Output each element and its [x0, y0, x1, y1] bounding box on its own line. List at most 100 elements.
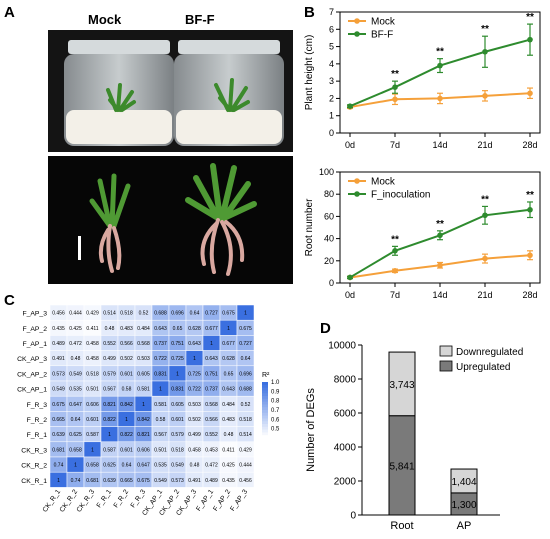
legend-label: BF-F [371, 30, 393, 41]
y-tick-label: 80 [324, 189, 334, 199]
heatmap-value: 0.842 [137, 417, 150, 423]
bar-value-label: 1,300 [451, 500, 476, 511]
heatmap-value: 0.822 [120, 432, 133, 438]
y-axis-label: Root number [304, 198, 315, 256]
heatmap-col-label: F_R_1 [96, 488, 114, 509]
heatmap-row-label: CK_R_1 [21, 478, 47, 485]
heatmap-value: 0.52 [139, 311, 149, 317]
heatmap-value: 0.429 [239, 447, 252, 453]
heatmap-value: 0.579 [171, 432, 184, 438]
heatmap-value: 1 [159, 387, 162, 393]
heatmap-value: 0.643 [205, 356, 218, 362]
heatmap-row-label: F_AP_1 [22, 341, 47, 348]
heatmap-value: 0.484 [222, 402, 235, 408]
bar-value-label: 1,404 [451, 477, 476, 488]
heatmap-value: 0.587 [86, 432, 99, 438]
heatmap-value: 0.566 [205, 417, 218, 423]
colorbar-step [262, 396, 268, 400]
legend-marker [354, 191, 360, 197]
heatmap-row-label: CK_AP_2 [17, 371, 47, 378]
colorbar-step [262, 410, 268, 414]
y-tick-label: 20 [324, 256, 334, 266]
jar-photo [48, 30, 293, 152]
heatmap-value: 0.456 [52, 311, 65, 317]
heatmap-value: 0.831 [154, 371, 167, 377]
data-point [347, 103, 353, 110]
heatmap-value: 0.573 [52, 371, 65, 377]
heatmap-value: 0.601 [86, 417, 99, 423]
panel-label-d: D [320, 320, 331, 337]
heatmap-value: 0.821 [103, 402, 116, 408]
jar-photo-drawing [48, 30, 293, 152]
heatmap-value: 0.552 [205, 432, 218, 438]
heatmap-value: 0.518 [239, 417, 252, 423]
x-tick-label: 21d [477, 290, 492, 300]
data-point [392, 84, 398, 90]
colorbar-title: R² [262, 372, 270, 379]
heatmap-value: 0.549 [69, 371, 82, 377]
heatmap-value: 0.751 [205, 371, 218, 377]
degs-bar-chart: 0 2000 4000 6000 8000 10000 Number of DEGs 5,84… [305, 341, 523, 533]
data-point [482, 93, 488, 99]
heatmap-row-label: F_AP_2 [22, 326, 47, 333]
heatmap-value: 0.567 [154, 432, 167, 438]
heatmap-value: 1 [193, 356, 196, 362]
colorbar-step [262, 393, 268, 397]
y-tick-label: 1 [329, 111, 334, 121]
heatmap-value: 1 [108, 432, 111, 438]
data-point [527, 252, 533, 259]
data-point [527, 90, 533, 97]
heatmap-value: 0.737 [205, 387, 218, 393]
heatmap-value: 0.675 [52, 402, 65, 408]
heatmap-value: 0.681 [52, 447, 65, 453]
heatmap-value: 0.64 [241, 356, 251, 362]
heatmap-value: 0.639 [103, 478, 116, 484]
colorbar-step [262, 387, 268, 391]
colorbar-tick-label: 0.7 [271, 408, 280, 414]
heatmap-value: 0.639 [52, 432, 65, 438]
y-tick-label: 4 [329, 59, 334, 69]
heatmap-value: 0.458 [188, 447, 201, 453]
colorbar-step [262, 415, 268, 419]
heatmap-value: 1 [57, 478, 60, 484]
heatmap-row-label: F_R_3 [27, 402, 48, 409]
heatmap-value: 0.677 [205, 326, 218, 332]
colorbar-step [262, 432, 268, 436]
heatmap-value: 0.502 [120, 356, 133, 362]
heatmap-value: 0.444 [69, 311, 82, 317]
heatmap-value: 0.696 [171, 311, 184, 317]
colorbar-step [262, 401, 268, 405]
heatmap-value: 0.483 [120, 326, 133, 332]
x-tick-label: 0d [345, 290, 355, 300]
heatmap-row-label: F_AP_3 [22, 311, 47, 318]
photo-label-treated: BF-F [185, 12, 215, 27]
y-tick-label: 3 [329, 76, 334, 86]
seedling-photo-drawing [48, 156, 293, 284]
bar-segment [450, 468, 478, 494]
heatmap-value: 0.831 [171, 387, 184, 393]
plant-height-chart: 0 1 2 3 4 5 6 7 0d 7d 14d 21d 28d Plant height (cm) **… [304, 7, 541, 150]
photo-label-mock: Mock [88, 12, 122, 27]
heatmap-value: 0.65 [224, 371, 234, 377]
heatmap-value: 0.48 [224, 432, 234, 438]
heatmap-value: 0.675 [239, 326, 252, 332]
heatmap-value: 0.549 [171, 463, 184, 469]
y-axis-label: Plant height (cm) [304, 35, 315, 111]
heatmap-value: 0.514 [103, 311, 116, 317]
heatmap-value: 0.665 [52, 417, 65, 423]
root-number-chart: 0 20 40 60 80 100 0d 7d 14d 21d 28d Root number ** **… [304, 167, 541, 300]
heatmap-value: 0.514 [239, 432, 252, 438]
heatmap-value: 0.568 [137, 341, 150, 347]
colorbar-step [262, 421, 268, 425]
heatmap-value: 0.518 [171, 447, 184, 453]
heatmap-value: 1 [125, 417, 128, 423]
heatmap-value: 0.458 [86, 356, 99, 362]
colorbar-tick-label: 0.8 [271, 399, 280, 405]
heatmap-value: 0.677 [222, 341, 235, 347]
heatmap-value: 0.696 [239, 371, 252, 377]
heatmap-value: 0.643 [222, 387, 235, 393]
legend-marker [354, 178, 360, 184]
heatmap-value: 0.74 [71, 478, 81, 484]
heatmap-value: 0.444 [239, 463, 252, 469]
heatmap-value: 0.518 [120, 311, 133, 317]
